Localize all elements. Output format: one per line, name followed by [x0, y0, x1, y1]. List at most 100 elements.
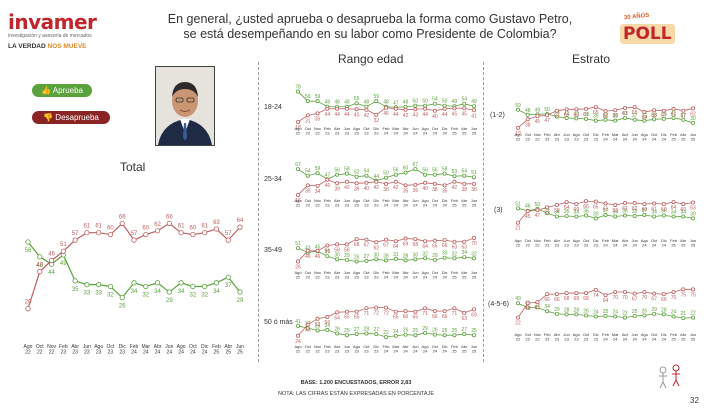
data-label-aprueba: 54 — [461, 97, 467, 103]
data-label-desaprueba: 39 — [354, 186, 360, 192]
point-desaprueba — [564, 200, 569, 205]
data-label-aprueba: 27 — [364, 254, 370, 260]
data-label-desaprueba: 74 — [593, 293, 599, 299]
point-aprueba — [652, 214, 657, 219]
data-label-desaprueba: 61 — [84, 224, 91, 230]
data-label-desaprueba: 42 — [403, 113, 409, 119]
point-desaprueba — [374, 240, 379, 245]
data-label-desaprueba: 20 — [25, 300, 32, 306]
data-label-aprueba: 32 — [452, 251, 458, 257]
data-label-aprueba: 34 — [461, 250, 467, 256]
data-label-aprueba: 33 — [84, 291, 91, 297]
data-label-desaprueba: 58 — [612, 113, 618, 119]
point-desaprueba — [60, 248, 66, 254]
data-label-aprueba: 30 — [373, 252, 379, 258]
data-label-aprueba: 47 — [393, 100, 399, 106]
point-aprueba — [131, 280, 137, 286]
data-label-aprueba: 52 — [354, 170, 360, 176]
data-label-aprueba: 48 — [36, 263, 43, 269]
tick-label-month: Ago — [422, 126, 430, 131]
tick-label-month: Ago — [294, 126, 302, 131]
tick-label-year: 24 — [394, 203, 399, 208]
tick-label-month: Feb — [544, 132, 552, 137]
point-desaprueba — [432, 108, 437, 113]
data-label-aprueba: 34 — [178, 289, 185, 295]
tick-label-month: Feb — [451, 126, 459, 131]
data-label-desaprueba: 66 — [442, 314, 448, 320]
tick-label-month: Nov — [314, 126, 321, 131]
point-desaprueba — [671, 106, 676, 111]
tick-label-year: 24 — [433, 203, 438, 208]
point-aprueba — [37, 254, 43, 260]
data-label-desaprueba: 35 — [403, 188, 409, 194]
data-label-desaprueba: 61 — [671, 112, 677, 118]
tick-label-month: Ago — [641, 332, 649, 337]
point-desaprueba — [442, 238, 447, 243]
data-label-desaprueba: 45 — [535, 119, 541, 125]
headline-line-1: En general, ¿usted aprueba o desaprueba … — [167, 12, 573, 26]
data-label-aprueba: 25 — [413, 328, 419, 334]
point-desaprueba — [335, 242, 340, 247]
tick-label-month: Ago — [422, 270, 430, 275]
tick-label-year: 25 — [472, 203, 477, 208]
data-label-aprueba: 29 — [651, 307, 657, 313]
data-label-desaprueba: 70 — [642, 295, 648, 301]
point-aprueba — [515, 206, 520, 211]
tick-label-year: 25 — [452, 349, 457, 354]
point-desaprueba — [462, 106, 467, 111]
data-label-aprueba: 35 — [593, 114, 599, 120]
point-desaprueba — [462, 310, 467, 315]
data-label-desaprueba: 44 — [442, 112, 448, 118]
data-label-aprueba: 34 — [671, 209, 677, 215]
legend-desaprueba: 👎 Desaprueba — [32, 111, 110, 124]
tick-label-month: Abr — [334, 344, 341, 349]
data-label-desaprueba: 45 — [525, 214, 531, 220]
data-label-aprueba: 58 — [442, 167, 448, 173]
data-label-desaprueba: 67 — [364, 243, 370, 249]
data-label-desaprueba: 64 — [334, 315, 340, 321]
point-aprueba — [374, 99, 379, 104]
point-desaprueba — [344, 242, 349, 247]
point-aprueba — [471, 104, 476, 109]
point-desaprueba — [671, 289, 676, 294]
data-label-aprueba: 28 — [574, 307, 580, 313]
point-aprueba — [384, 258, 389, 263]
point-desaprueba — [452, 239, 457, 244]
point-aprueba — [325, 254, 330, 259]
tick-label-month: Dic — [661, 238, 667, 243]
tick-label-year: 23 — [325, 349, 330, 354]
tick-label-year: 24 — [642, 243, 647, 248]
tick-label-year: 24 — [155, 350, 161, 356]
point-desaprueba — [325, 315, 330, 320]
point-aprueba — [671, 314, 676, 319]
data-label-desaprueba: 38 — [383, 187, 389, 193]
data-label-desaprueba: 46 — [325, 183, 331, 189]
data-label-aprueba: 30 — [593, 211, 599, 217]
data-label-aprueba: 25 — [344, 328, 350, 334]
tick-label-month: Oct — [525, 132, 532, 137]
data-label-aprueba: 32 — [471, 251, 477, 257]
data-label-desaprueba: 64 — [237, 218, 244, 224]
tick-label-month: Feb — [451, 198, 459, 203]
tick-label-month: Feb — [451, 344, 459, 349]
data-label-aprueba: 39 — [661, 112, 667, 118]
tick-label-month: Ago — [294, 344, 302, 349]
data-label-aprueba: 56 — [334, 168, 340, 174]
point-aprueba — [613, 314, 618, 319]
point-desaprueba — [225, 237, 231, 243]
point-desaprueba — [432, 181, 437, 186]
tick-label-year: 24 — [613, 337, 618, 342]
point-desaprueba — [564, 291, 569, 296]
data-label-aprueba: 50 — [544, 107, 550, 113]
data-label-aprueba: 22 — [622, 311, 628, 317]
point-desaprueba — [344, 309, 349, 314]
tick-label-year: 22 — [296, 275, 301, 280]
point-desaprueba — [642, 289, 647, 294]
point-desaprueba — [471, 307, 476, 312]
data-label-desaprueba: 47 — [535, 213, 541, 219]
row-label: 50 ó más — [264, 319, 293, 326]
point-aprueba — [423, 256, 428, 261]
tick-label-month: Abr — [71, 344, 79, 350]
point-aprueba — [554, 114, 559, 119]
data-label-desaprueba: 46 — [305, 254, 311, 260]
